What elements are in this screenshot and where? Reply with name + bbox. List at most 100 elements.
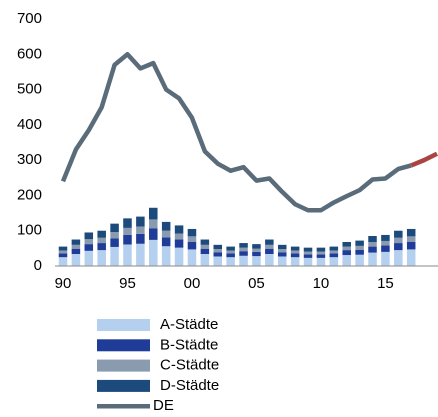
bar-segment: [316, 251, 326, 255]
bar-segment: [303, 257, 313, 266]
bar-segment: [342, 255, 351, 266]
bar-segment: [239, 247, 248, 252]
bar-segment: [58, 250, 68, 254]
bar-segment: [136, 216, 145, 227]
bar-segment: [303, 254, 313, 258]
bar-segment: [187, 228, 197, 237]
x-tick-label: 00: [184, 275, 201, 292]
x-tick-label: 05: [248, 275, 265, 292]
bar-segment: [58, 246, 68, 251]
bar-segment: [316, 254, 326, 258]
bar-segment: [381, 240, 390, 246]
bar-segment: [123, 227, 132, 235]
bar-segment: [97, 243, 106, 251]
bar-segment: [342, 250, 351, 256]
bar-segment: [329, 253, 339, 258]
bar-segment: [368, 246, 377, 253]
bar-segment: [84, 232, 94, 240]
bar-segment: [239, 255, 248, 266]
bar-segment: [381, 234, 390, 241]
bar-segment: [265, 248, 274, 255]
bar-segment: [200, 244, 210, 249]
legend-label: B-Städte: [160, 336, 218, 353]
bar-segment: [200, 248, 210, 255]
bar-segment: [200, 254, 210, 266]
bar-segment: [381, 251, 390, 266]
bar-segment: [213, 252, 223, 257]
y-tick-label: 600: [17, 45, 42, 62]
y-tick-label: 200: [17, 186, 42, 203]
legend-swatch: [97, 359, 150, 372]
bar-segment: [406, 242, 416, 250]
bar-segment: [136, 233, 145, 244]
bar-segment: [290, 257, 300, 266]
legend-swatch: [97, 379, 150, 392]
bar-segment: [394, 243, 403, 251]
bar-segment: [149, 219, 158, 229]
legend-label: DE: [153, 397, 174, 414]
bar-segment: [368, 242, 377, 247]
bar-segment: [84, 244, 94, 251]
bar-segment: [123, 244, 132, 266]
bar-segment: [149, 207, 158, 220]
bar-segment: [110, 232, 119, 239]
bar-segment: [329, 250, 339, 254]
bar-segment: [394, 250, 403, 266]
bar-segment: [277, 249, 287, 253]
bar-segment: [161, 237, 171, 247]
bar-segment: [290, 253, 300, 258]
bar-segment: [342, 242, 351, 247]
y-tick-label: 100: [17, 222, 42, 239]
bar-segment: [303, 247, 313, 252]
bar-segment: [226, 253, 235, 258]
x-tick-label: 95: [119, 275, 136, 292]
bar-segment: [252, 256, 261, 266]
bar-segment: [174, 233, 184, 240]
legend-label: D-Städte: [160, 377, 219, 394]
bar-segment: [187, 236, 197, 243]
bar-segment: [406, 236, 416, 243]
bar-segment: [71, 248, 81, 255]
bar-segment: [277, 244, 287, 250]
bar-segment: [226, 257, 235, 266]
bar-segment: [239, 251, 248, 256]
bar-segment: [265, 244, 274, 249]
bar-segment: [355, 245, 364, 250]
bar-segment: [71, 239, 81, 245]
bar-segment: [200, 239, 210, 245]
bar-segment: [71, 244, 81, 249]
bar-segment: [97, 250, 106, 266]
bar-segment: [174, 247, 184, 266]
bar-segment: [290, 250, 300, 254]
legend-swatch: [97, 339, 150, 352]
bar-segment: [187, 249, 197, 266]
bar-segment: [277, 256, 287, 266]
bar-segment: [226, 250, 235, 254]
bar-segment: [149, 228, 158, 240]
bar-segment: [174, 239, 184, 248]
bar-segment: [161, 221, 171, 231]
bar-segment: [123, 234, 132, 245]
bar-segment: [187, 242, 197, 250]
y-tick-label: 400: [17, 116, 42, 133]
y-tick-label: 500: [17, 81, 42, 98]
bar-segment: [213, 249, 223, 253]
bar-segment: [394, 237, 403, 244]
bar-segment: [239, 243, 248, 248]
bar-segment: [123, 218, 132, 228]
bar-segment: [406, 249, 416, 266]
bar-segment: [316, 257, 326, 266]
bar-segment: [329, 246, 339, 251]
bar-segment: [316, 247, 326, 252]
bar-segment: [265, 239, 274, 245]
bar-segment: [161, 230, 171, 238]
bar-segment: [71, 254, 81, 266]
bar-segment: [303, 251, 313, 255]
bar-segment: [213, 256, 223, 266]
bar-segment: [110, 238, 119, 247]
bar-segment: [149, 239, 158, 266]
bar-segment: [329, 257, 339, 266]
bar-segment: [97, 230, 106, 238]
bar-segment: [110, 223, 119, 233]
